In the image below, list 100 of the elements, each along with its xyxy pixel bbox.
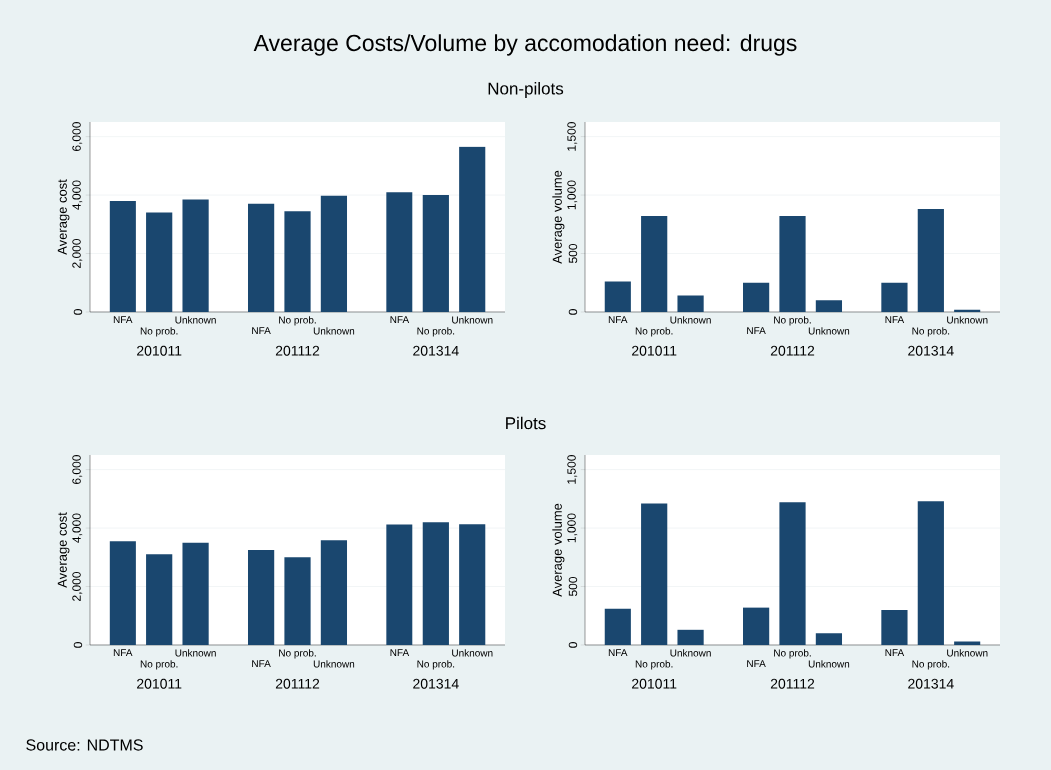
text: No prob.	[912, 327, 950, 337]
y-tick-label: 6,000	[72, 455, 83, 485]
bar	[881, 609, 908, 645]
chart-subtitle: Pilots	[506, 416, 546, 430]
x-tick-label: 201314	[413, 345, 459, 356]
bar	[284, 211, 311, 312]
bar	[881, 282, 908, 312]
bar	[917, 501, 944, 645]
bar	[320, 540, 348, 645]
bar	[109, 541, 136, 645]
series-label: NFA	[608, 316, 628, 324]
series-label: NFA	[113, 316, 133, 324]
series-label: No prob.	[774, 649, 811, 659]
series-label: Unknown	[175, 649, 216, 657]
text: Unknown	[452, 316, 493, 324]
x-tick-label: 201112	[275, 678, 320, 689]
y-tick-label: 500	[568, 243, 578, 264]
bar	[320, 195, 348, 312]
series-label: Unknown	[670, 316, 711, 324]
series-label: Unknown	[670, 649, 711, 657]
x-tick-label: 201112	[275, 345, 320, 356]
text: NFA	[252, 327, 271, 335]
y-tick-label: 0	[73, 642, 83, 648]
y-tick-label: 500	[568, 576, 578, 597]
text: Unknown	[947, 649, 988, 657]
y-tick-label: 4,000	[72, 180, 83, 210]
bar	[815, 633, 843, 645]
text: NFA	[747, 327, 766, 335]
x-tick-label: 201011	[137, 678, 182, 689]
x-tick-label: 201314	[908, 678, 954, 689]
y-tick-label: 2,000	[72, 238, 83, 268]
text: No prob.	[140, 327, 178, 337]
bar	[109, 200, 136, 312]
text: Unknown	[313, 327, 355, 335]
bar	[422, 522, 449, 645]
series-label: No prob.	[279, 316, 316, 326]
bar	[459, 146, 486, 312]
y-tick-label: 6,000	[72, 122, 83, 152]
bar	[815, 300, 843, 312]
bar	[386, 524, 413, 645]
x-tick-label: 201112	[770, 678, 815, 689]
x-tick-label: 201011	[632, 345, 677, 356]
series-label: No prob.	[774, 316, 811, 326]
x-tick-label: 201314	[908, 345, 954, 356]
bar	[743, 607, 770, 645]
bar	[248, 549, 275, 645]
bar	[386, 192, 413, 312]
y-tick-label: 0	[568, 309, 578, 315]
bar	[146, 212, 173, 312]
bar	[459, 524, 486, 645]
series-label: Unknown	[175, 316, 216, 324]
text: Unknown	[947, 316, 988, 324]
chart-subtitle: Non-pilots	[488, 82, 564, 98]
bar	[779, 216, 806, 312]
text: Unknown	[313, 660, 355, 668]
text: NFA	[390, 316, 410, 324]
bar	[641, 216, 668, 312]
y-tick-label: 2,000	[72, 571, 83, 601]
bar	[779, 502, 806, 645]
y-tick-label: 0	[73, 309, 83, 315]
text: No prob.	[912, 660, 950, 670]
y-tick-label: 1,500	[567, 122, 578, 151]
y-tick-label: 4,000	[72, 513, 83, 543]
series-label: NFA	[113, 649, 133, 657]
bar	[284, 557, 311, 645]
text: Unknown	[808, 660, 850, 668]
text: NFA	[252, 660, 271, 668]
bar	[641, 503, 668, 645]
y-tick-label: 1,000	[567, 513, 578, 543]
y-axis-title: Average volume	[552, 503, 565, 597]
bar	[182, 199, 209, 312]
y-tick-label: 1,000	[567, 180, 578, 210]
x-tick-label: 201112	[770, 345, 815, 356]
bar	[917, 209, 944, 312]
bar	[604, 281, 631, 312]
text: No prob.	[417, 327, 455, 337]
source-note: Source: NDTMS	[26, 739, 143, 751]
y-axis-title: Average cost	[57, 512, 70, 588]
text: No prob.	[635, 660, 673, 670]
y-axis-title: Average volume	[552, 170, 565, 264]
text: Unknown	[808, 327, 850, 335]
text: NFA	[747, 660, 766, 668]
bar	[677, 629, 704, 645]
y-tick-label: 0	[568, 642, 578, 648]
bar	[146, 554, 173, 645]
text: NFA	[390, 649, 410, 657]
bar	[743, 282, 770, 312]
series-label: No prob.	[279, 649, 316, 659]
x-tick-label: 201011	[137, 345, 182, 356]
chart-title: Average Costs/Volume by accomodation need: drugs	[253, 34, 797, 56]
text: Unknown	[452, 649, 493, 657]
series-label: NFA	[608, 649, 628, 657]
text: NFA	[885, 649, 905, 657]
bar	[604, 608, 631, 645]
text: No prob.	[140, 660, 178, 670]
y-axis-title: Average cost	[57, 179, 70, 255]
bar	[182, 542, 209, 645]
bar	[954, 641, 981, 645]
bar	[422, 195, 449, 312]
bar	[677, 295, 704, 312]
